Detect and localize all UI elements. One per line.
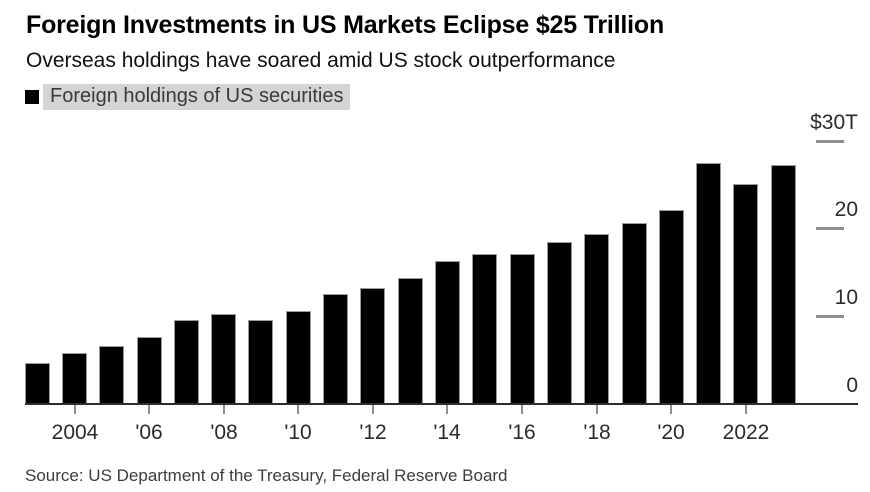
x-axis-tick [446, 405, 448, 414]
x-axis-label: '08 [210, 421, 238, 444]
x-axis-label: 2004 [51, 421, 99, 444]
bar-2009 [248, 320, 273, 404]
bar-2006 [137, 337, 162, 404]
bar-2012 [360, 288, 385, 404]
x-axis-tick [297, 405, 299, 414]
y-axis-tick [816, 315, 844, 318]
bar-2004 [62, 353, 87, 404]
x-axis-label: '14 [433, 421, 461, 444]
bar-2020 [659, 210, 684, 404]
y-axis-label: $30T [810, 111, 858, 134]
bar-2016 [510, 254, 535, 404]
x-axis-tick [596, 405, 598, 414]
chart-subtitle: Overseas holdings have soared amid US st… [26, 49, 616, 72]
x-axis-label: 2022 [722, 421, 770, 444]
bar-2021 [696, 163, 721, 404]
y-axis-label: 10 [834, 286, 858, 309]
bar-2023 [771, 165, 796, 404]
y-axis-tick [816, 140, 844, 143]
bar-2011 [323, 294, 348, 404]
chart-title: Foreign Investments in US Markets Eclips… [26, 11, 665, 39]
x-axis-tick [74, 405, 76, 414]
x-axis-tick [745, 405, 747, 414]
bar-2005 [99, 346, 124, 404]
x-axis-tick [372, 405, 374, 414]
x-axis-tick [521, 405, 523, 414]
y-axis-label: 0 [846, 374, 858, 397]
bar-2017 [547, 242, 572, 404]
y-axis-label: 20 [834, 198, 858, 221]
bar-2015 [472, 254, 497, 404]
bar-2019 [622, 223, 647, 404]
bar-2022 [733, 184, 758, 404]
bar-2003 [25, 363, 50, 404]
bar-2014 [435, 261, 460, 404]
bar-2007 [174, 320, 199, 404]
bar-2013 [398, 278, 423, 404]
x-axis-label: '12 [359, 421, 387, 444]
x-axis-tick [148, 405, 150, 414]
x-axis-tick [223, 405, 225, 414]
legend-swatch-icon [25, 90, 39, 104]
source-note: Source: US Department of the Treasury, F… [25, 466, 508, 485]
x-axis-line [25, 403, 858, 405]
bar-2008 [211, 314, 236, 404]
x-axis-tick [670, 405, 672, 414]
bar-2010 [286, 311, 311, 404]
x-axis-label: '10 [284, 421, 312, 444]
legend-label: Foreign holdings of US securities [43, 84, 351, 110]
x-axis-label: '18 [583, 421, 611, 444]
y-axis-tick [816, 227, 844, 230]
x-axis-label: '06 [135, 421, 163, 444]
bar-2018 [584, 234, 609, 404]
legend: Foreign holdings of US securities [25, 84, 351, 110]
x-axis-label: '20 [657, 421, 685, 444]
x-axis-label: '16 [508, 421, 536, 444]
